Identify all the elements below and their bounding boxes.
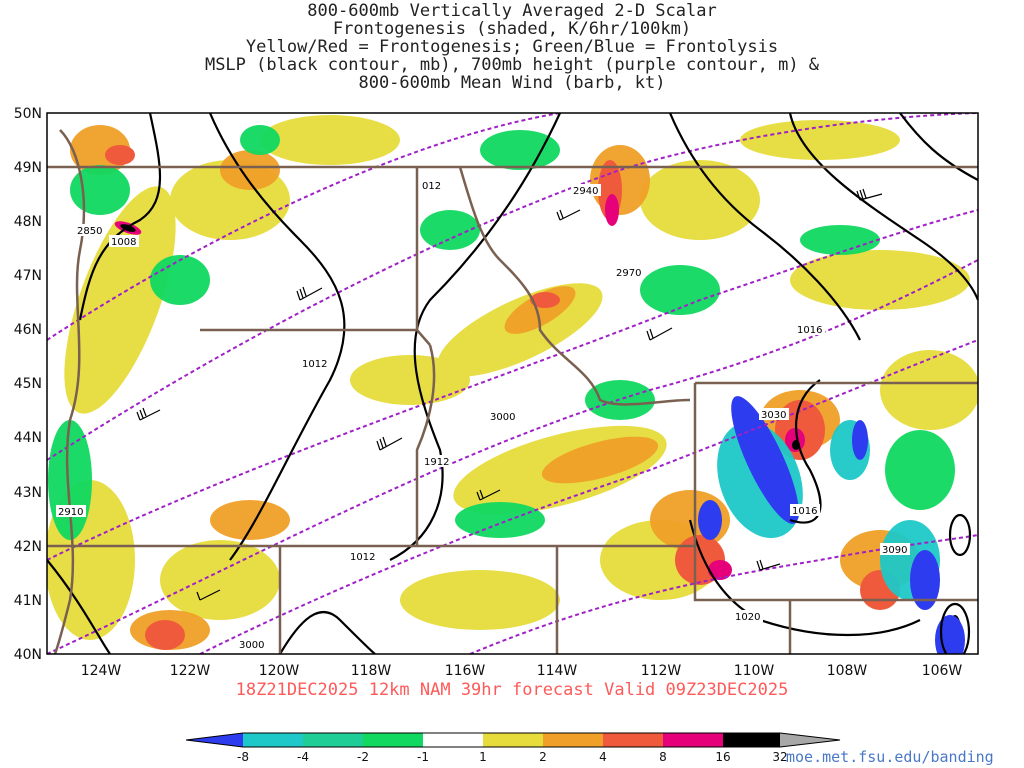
colorbar-segment xyxy=(303,733,363,747)
mslp-label: 1016 xyxy=(792,506,817,517)
mslp-label: 1012 xyxy=(350,552,375,563)
lon-label-118w: 118W xyxy=(351,663,392,679)
lon-label-114w: 114W xyxy=(537,663,578,679)
lon-label-108w: 108W xyxy=(827,663,868,679)
height-label: 2970 xyxy=(616,268,641,279)
state-borders xyxy=(47,129,978,654)
source-url: moe.met.fsu.edu/banding xyxy=(786,748,994,766)
latitude-axis: 50N 49N 48N 47N 46N 45N 44N 43N 42N 41N … xyxy=(14,106,42,663)
lon-label-116w: 116W xyxy=(445,663,486,679)
colorbar-segment xyxy=(186,733,243,747)
frontogenesis-shading xyxy=(47,113,978,654)
longitude-axis: 124W 122W 120W 118W 116W 114W 112W 110W … xyxy=(81,663,963,679)
title-line-2: Frontogenesis (shaded, K/6hr/100km) xyxy=(332,19,692,39)
mslp-label: 1012 xyxy=(302,359,327,370)
colorbar-label: 4 xyxy=(599,750,607,764)
lon-label-124w: 124W xyxy=(81,663,122,679)
title-line-3: Yellow/Red = Frontogenesis; Green/Blue =… xyxy=(245,37,779,57)
colorbar-segment xyxy=(363,733,423,747)
colorbar-label: 2 xyxy=(539,750,547,764)
contour-labels: 012 1008 1012 1912 1012 1016 1016 1020 2… xyxy=(56,179,910,651)
colorbar-label: -4 xyxy=(297,750,309,764)
mslp-label: 1020 xyxy=(735,612,760,623)
height-label: 3000 xyxy=(239,640,264,651)
lon-label-122w: 122W xyxy=(170,663,211,679)
colorbar-label: 16 xyxy=(715,750,730,764)
lat-label-46n: 46N xyxy=(14,322,42,338)
mslp-label: 1008 xyxy=(111,237,136,248)
height-label: 3030 xyxy=(761,410,786,421)
lon-label-120w: 120W xyxy=(259,663,300,679)
colorbar-label: -1 xyxy=(417,750,429,764)
lat-label-49n: 49N xyxy=(14,160,42,176)
lat-label-42n: 42N xyxy=(14,539,42,555)
lat-label-40n: 40N xyxy=(14,647,42,663)
title-line-4: MSLP (black contour, mb), 700mb height (… xyxy=(204,55,820,75)
map-title: 800-600mb Vertically Averaged 2-D Scalar… xyxy=(0,2,1024,92)
colorbar-segment xyxy=(243,733,303,747)
height-label: 2910 xyxy=(58,507,83,518)
map-frame xyxy=(46,112,979,655)
colorbar-label: -2 xyxy=(357,750,369,764)
colorbar-segment xyxy=(543,733,603,747)
colorbar-segment xyxy=(663,733,723,747)
lon-label-112w: 112W xyxy=(641,663,682,679)
height-label: 3000 xyxy=(490,412,515,423)
lat-label-44n: 44N xyxy=(14,430,42,446)
wind-barbs xyxy=(136,188,883,601)
colorbar-segment xyxy=(723,733,780,747)
colorbar-segment xyxy=(423,733,483,747)
title-line-5: 800-600mb Mean Wind (barb, kt) xyxy=(358,73,666,93)
height-label: 3090 xyxy=(882,545,907,556)
lat-label-47n: 47N xyxy=(14,268,42,284)
lon-label-110w: 110W xyxy=(734,663,775,679)
lon-label-106w: 106W xyxy=(922,663,963,679)
mslp-label: 1912 xyxy=(424,457,449,468)
colorbar: -8 -4 -2 -1 1 2 4 8 16 32 xyxy=(185,732,841,764)
forecast-valid-time: 18Z21DEC2025 12km NAM 39hr forecast Vali… xyxy=(235,680,789,700)
colorbar-label: -8 xyxy=(237,750,249,764)
colorbar-segment xyxy=(483,733,543,747)
mslp-label: 1016 xyxy=(797,325,822,336)
colorbar-label: 1 xyxy=(479,750,487,764)
lat-label-43n: 43N xyxy=(14,485,42,501)
lat-label-45n: 45N xyxy=(14,376,42,392)
mslp-label: 012 xyxy=(422,181,441,192)
colorbar-segment xyxy=(780,733,840,747)
colorbar-segment xyxy=(603,733,663,747)
lat-label-41n: 41N xyxy=(14,593,42,609)
title-line-1: 800-600mb Vertically Averaged 2-D Scalar xyxy=(307,1,717,21)
colorbar-label: 32 xyxy=(772,750,787,764)
lat-label-48n: 48N xyxy=(14,214,42,230)
height-label: 2850 xyxy=(77,226,102,237)
height-label: 2940 xyxy=(573,186,598,197)
height-contours xyxy=(47,113,978,654)
lat-label-50n: 50N xyxy=(14,106,42,122)
colorbar-label: 8 xyxy=(659,750,667,764)
